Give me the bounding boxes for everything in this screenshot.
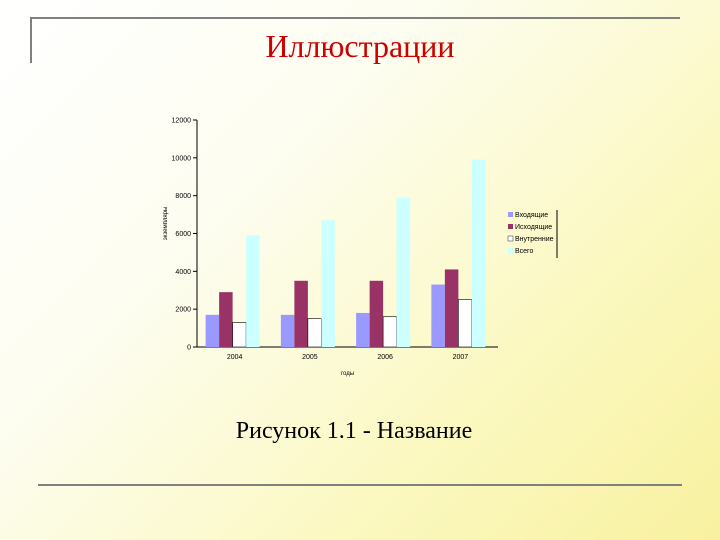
bar-4-2004 [246,235,260,347]
y-tick-label: 12000 [172,118,192,125]
bar-1-2004 [205,314,220,347]
y-tick-label: 8000 [175,193,191,200]
frame-left-line [30,17,32,63]
figure-caption: Рисунок 1.1 - Название [0,418,720,445]
legend-label: Внутренние [515,236,554,243]
legend-label: Входящие [515,212,548,219]
y-tick-label: 2000 [175,307,191,314]
bar-3-2005 [307,318,322,348]
frame-top-line [30,17,680,19]
bar-1-2006 [356,312,370,347]
figure-caption-text: Рисунок 1.1 - Название [235,418,473,444]
legend-swatch [507,235,514,242]
bar-4-2005 [321,220,335,347]
x-tick-label: 2007 [453,354,469,361]
x-axis-title: годы [341,371,354,377]
slide-title: Иллюстрации [265,28,455,64]
bar-4-2007 [471,159,486,347]
y-tick-label: 4000 [175,269,191,276]
bar-3-2004 [232,322,247,348]
bar-1-2005 [280,314,295,347]
bar-3-2007 [458,299,473,348]
bar-2-2005 [294,280,308,347]
y-tick-label: 6000 [175,231,191,238]
legend-swatch [508,224,513,229]
bar-2-2007 [444,269,459,347]
x-tick-label: 2005 [302,354,318,361]
bar-1-2007 [431,284,445,347]
frame-bottom-line [38,484,682,486]
y-tick-label: 0 [187,345,191,352]
legend-label: Всего [515,248,533,255]
bar-2-2004 [219,292,233,347]
legend-swatch [508,212,513,217]
legend-label: Исходящие [515,224,552,231]
x-tick-label: 2006 [377,354,393,361]
bar-4-2006 [396,197,411,347]
x-tick-label: 2004 [227,354,243,361]
y-tick-label: 10000 [172,155,192,162]
bar-3-2006 [382,316,397,348]
y-axis-title: экземпляры [163,207,169,241]
legend-swatch [508,248,513,253]
bar-2-2006 [369,280,384,347]
